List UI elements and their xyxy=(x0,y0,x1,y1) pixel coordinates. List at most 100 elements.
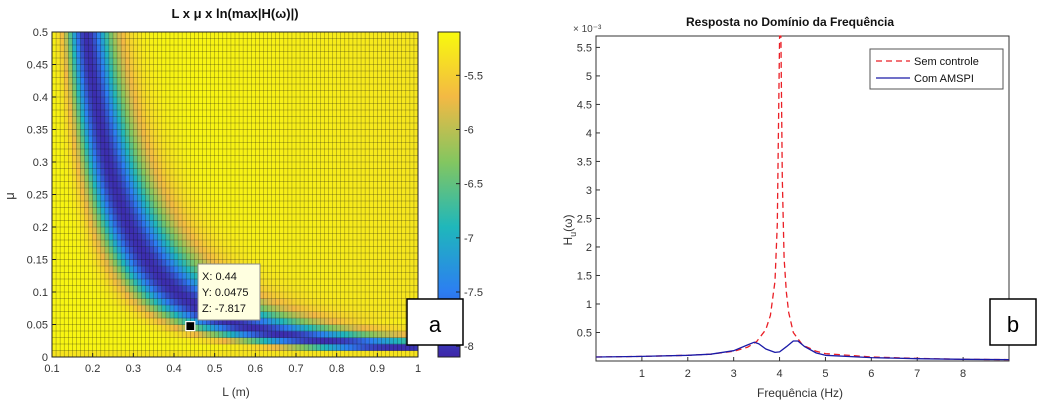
heatmap-cell xyxy=(145,123,150,130)
heatmap-cell xyxy=(72,90,77,98)
heatmap-cell xyxy=(88,155,93,163)
heatmap-cell xyxy=(336,136,342,143)
heatmap-cell xyxy=(344,350,350,358)
heatmap-cell xyxy=(300,188,305,195)
heatmap-cell xyxy=(283,318,289,325)
heatmap-cell xyxy=(389,272,394,280)
heatmap-cell xyxy=(409,227,415,234)
heatmap-cell xyxy=(316,220,321,228)
heatmap-cell xyxy=(52,233,57,241)
heatmap-cell xyxy=(291,318,297,325)
heatmap-cell xyxy=(316,97,321,104)
heatmap-cell xyxy=(401,97,407,104)
heatmap-cell xyxy=(222,71,228,78)
heatmap-cell xyxy=(108,168,114,176)
heatmap-cell xyxy=(275,233,281,241)
heatmap-cell xyxy=(125,97,130,104)
heatmap-cell xyxy=(190,344,195,351)
heatmap-cell xyxy=(108,155,114,163)
heatmap-cell xyxy=(206,246,211,254)
heatmap-cell xyxy=(296,168,301,176)
heatmap-cell xyxy=(186,168,191,176)
heatmap-cell xyxy=(393,142,398,150)
heatmap-cell xyxy=(340,285,346,293)
heatmap-cell xyxy=(251,51,256,59)
heatmap-cell xyxy=(296,240,301,247)
heatmap-cell xyxy=(92,259,98,267)
heatmap-cell xyxy=(80,220,85,228)
heatmap-cell xyxy=(409,155,415,163)
heatmap-cell xyxy=(113,272,118,280)
heatmap-cell xyxy=(369,266,374,273)
heatmap-cell xyxy=(377,207,382,215)
heatmap-cell xyxy=(291,240,297,247)
heatmap-cell xyxy=(169,58,175,65)
heatmap-cell xyxy=(52,168,57,176)
heatmap-cell xyxy=(108,129,114,137)
heatmap-cell xyxy=(174,97,179,104)
heatmap-cell xyxy=(222,259,228,267)
heatmap-cell xyxy=(198,155,203,163)
heatmap-cell xyxy=(405,64,411,72)
heatmap-cell xyxy=(263,110,268,117)
heatmap-cell xyxy=(210,142,215,150)
heatmap-cell xyxy=(206,97,211,104)
heatmap-cell xyxy=(104,71,110,78)
heatmap-cell xyxy=(137,311,142,319)
heatmap-cell xyxy=(365,181,370,189)
heatmap-cell xyxy=(381,240,386,247)
heatmap-cell xyxy=(76,214,81,221)
heatmap-cell xyxy=(255,77,260,85)
heatmap-cell xyxy=(304,279,309,286)
heatmap-cell xyxy=(104,90,110,98)
heatmap-cell xyxy=(361,292,366,299)
heatmap-cell xyxy=(357,142,362,150)
heatmap-cell xyxy=(287,246,293,254)
heatmap-cell xyxy=(251,181,256,189)
heatmap-cell xyxy=(104,350,110,358)
heatmap-cell xyxy=(218,175,224,182)
heatmap-cell xyxy=(304,71,309,78)
heatmap-cell xyxy=(247,116,252,124)
heatmap-cell xyxy=(169,116,175,124)
heatmap-cell xyxy=(279,279,285,286)
heatmap-cell xyxy=(291,162,297,169)
heatmap-cell xyxy=(267,142,272,150)
heatmap-cell xyxy=(174,136,179,143)
heatmap-cell xyxy=(405,272,411,280)
heatmap-cell xyxy=(271,188,276,195)
heatmap-cell xyxy=(104,58,110,65)
heatmap-cell xyxy=(117,32,122,39)
heatmap-cell xyxy=(377,129,382,137)
heatmap-cell xyxy=(324,129,329,137)
heatmap-cell xyxy=(202,97,207,104)
heatmap-cell xyxy=(413,162,419,169)
heatmap-cell xyxy=(230,253,236,260)
heatmap-cell xyxy=(336,194,342,202)
heatmap-cell xyxy=(230,259,236,267)
heatmap-cell xyxy=(60,324,65,332)
heatmap-cell xyxy=(80,142,85,150)
heatmap-cell xyxy=(214,318,220,325)
heatmap-cell xyxy=(186,45,191,52)
heatmap-cell xyxy=(92,331,98,338)
heatmap-cell xyxy=(369,129,374,137)
heatmap-cell xyxy=(100,337,106,345)
heatmap-cell xyxy=(153,220,159,228)
heatmap-cell xyxy=(344,220,350,228)
heatmap-cell xyxy=(149,207,154,215)
heatmap-cell xyxy=(263,214,268,221)
heatmap-cell xyxy=(108,253,114,260)
heatmap-cell xyxy=(365,90,370,98)
heatmap-cell xyxy=(283,64,289,72)
datatip-marker[interactable] xyxy=(185,321,196,332)
heatmap-cell xyxy=(235,181,240,189)
heatmap-cell xyxy=(113,136,118,143)
heatmap-cell xyxy=(389,285,394,293)
heatmap-cell xyxy=(328,214,333,221)
heatmap-cell xyxy=(332,136,337,143)
heatmap-cell xyxy=(271,181,276,189)
heatmap-cell xyxy=(218,240,224,247)
heatmap-cell xyxy=(348,246,354,254)
heatmap-cell xyxy=(393,233,398,241)
